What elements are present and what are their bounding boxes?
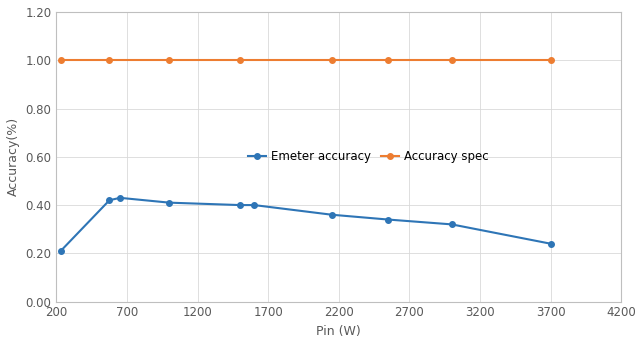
Accuracy spec	[105, 58, 113, 62]
Emeter accuracy	[385, 217, 392, 221]
Emeter accuracy	[105, 198, 113, 202]
Emeter accuracy	[547, 241, 554, 246]
Y-axis label: Accuracy(%): Accuracy(%)	[7, 117, 20, 196]
Emeter accuracy	[57, 249, 64, 253]
Emeter accuracy	[165, 200, 173, 205]
Accuracy spec	[328, 58, 336, 62]
Accuracy spec	[385, 58, 392, 62]
Accuracy spec	[236, 58, 244, 62]
Emeter accuracy	[448, 222, 456, 226]
Emeter accuracy	[116, 196, 124, 200]
Emeter accuracy	[328, 213, 336, 217]
X-axis label: Pin (W): Pin (W)	[316, 325, 361, 338]
Accuracy spec	[448, 58, 456, 62]
Accuracy spec	[165, 58, 173, 62]
Accuracy spec	[547, 58, 554, 62]
Emeter accuracy	[250, 203, 258, 207]
Line: Accuracy spec: Accuracy spec	[58, 58, 554, 63]
Emeter accuracy	[236, 203, 244, 207]
Legend: Emeter accuracy, Accuracy spec: Emeter accuracy, Accuracy spec	[243, 145, 494, 168]
Accuracy spec	[57, 58, 64, 62]
Line: Emeter accuracy: Emeter accuracy	[58, 195, 554, 254]
